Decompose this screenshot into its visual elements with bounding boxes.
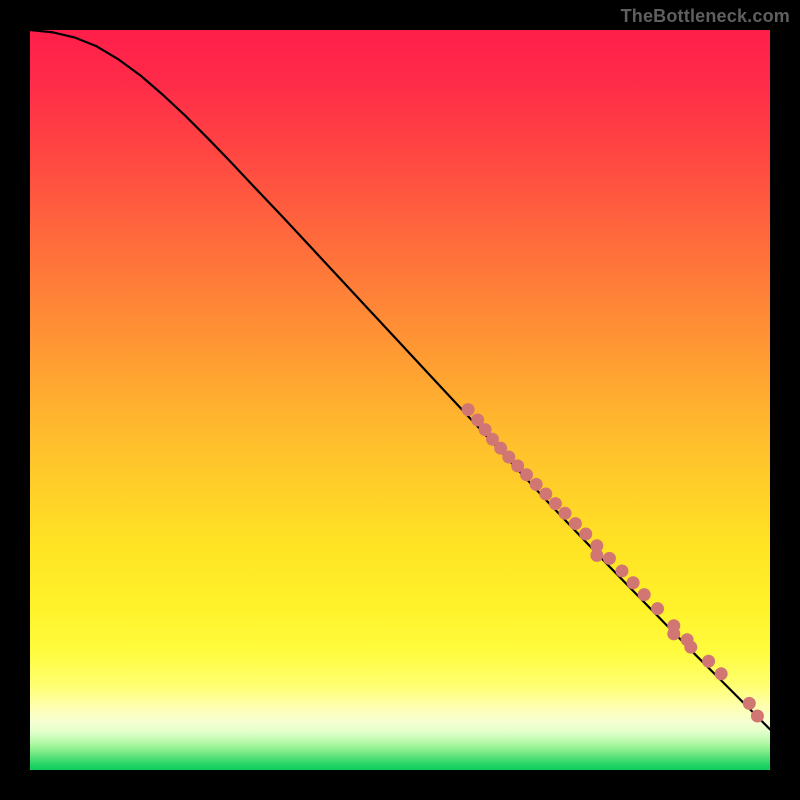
plot-area <box>30 30 770 770</box>
data-point <box>627 576 640 589</box>
watermark-label: TheBottleneck.com <box>621 6 790 27</box>
data-point <box>684 641 697 654</box>
data-point <box>715 667 728 680</box>
plot-svg <box>30 30 770 770</box>
data-point <box>549 497 562 510</box>
data-point <box>743 697 756 710</box>
data-point <box>590 549 603 562</box>
data-point <box>638 588 651 601</box>
data-point <box>603 552 616 565</box>
data-point <box>702 655 715 668</box>
data-point <box>616 564 629 577</box>
data-point <box>667 627 680 640</box>
background-gradient <box>30 30 770 770</box>
data-point <box>539 487 552 500</box>
chart-frame: TheBottleneck.com <box>0 0 800 800</box>
data-point <box>520 468 533 481</box>
data-point <box>751 709 764 722</box>
data-point <box>651 602 664 615</box>
data-point <box>579 527 592 540</box>
data-point <box>559 507 572 520</box>
data-point <box>462 403 475 416</box>
data-point <box>530 478 543 491</box>
data-point <box>569 517 582 530</box>
